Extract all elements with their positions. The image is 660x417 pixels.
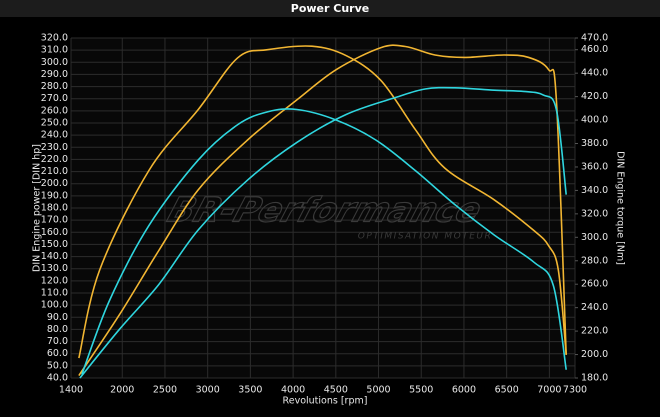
chart-title: Power Curve (291, 2, 369, 15)
y-tick-label: 200.0 (41, 178, 68, 189)
x-tick-label: 5000 (366, 385, 390, 396)
y-tick-label: 40.0 (47, 373, 68, 384)
y-axis-label: DIN Engine power [DIN hp] (32, 144, 43, 272)
grid (70, 37, 578, 379)
y-tick-label: 270.0 (41, 93, 68, 104)
y2-tick-label: 280.0 (581, 255, 608, 266)
x-tick-label: 5500 (409, 385, 433, 396)
y-tick-label: 210.0 (41, 166, 68, 177)
curve (78, 45, 567, 359)
y2-tick-label: 200.0 (581, 349, 608, 360)
x-tick-label: 4000 (281, 385, 305, 396)
y-tick-label: 120.0 (41, 275, 68, 286)
x-axis-label: Revolutions [rpm] (283, 396, 368, 407)
y-tick-label: 280.0 (41, 81, 68, 92)
y-tick-label: 50.0 (47, 360, 68, 371)
y-tick-label: 160.0 (41, 227, 68, 238)
y-tick-label: 220.0 (41, 154, 68, 165)
y-tick-label: 130.0 (41, 263, 68, 274)
y-tick-label: 250.0 (41, 118, 68, 129)
y2-tick-label: 470.0 (581, 33, 608, 44)
y-tick-label: 170.0 (41, 215, 68, 226)
y-tick-label: 260.0 (41, 105, 68, 116)
x-tick-label: 6500 (495, 385, 519, 396)
y-tick-label: 110.0 (41, 288, 68, 299)
x-tick-label: 3000 (196, 385, 220, 396)
y2-tick-label: 440.0 (581, 68, 608, 79)
header-bar (0, 0, 660, 17)
x-tick-label: 2500 (153, 385, 177, 396)
y2-tick-label: 400.0 (581, 115, 608, 126)
curve (79, 86, 567, 379)
y-tick-label: 240.0 (41, 130, 68, 141)
y-tick-label: 290.0 (41, 69, 68, 80)
x-tick-label: 4500 (324, 385, 348, 396)
x-tick-label: 6000 (452, 385, 476, 396)
y2-tick-label: 260.0 (581, 279, 608, 290)
y-tick-label: 140.0 (41, 251, 68, 262)
x-tick-label: 3500 (238, 385, 262, 396)
x-tick-label: 7300 (563, 385, 587, 396)
y-tick-label: 230.0 (41, 142, 68, 153)
lines (78, 44, 568, 379)
y-tick-label: 80.0 (47, 324, 68, 335)
watermark-subtitle: OPTIMISATION MOTEUR (358, 232, 493, 242)
x-tick-label: 7000 (537, 385, 561, 396)
y2-tick-label: 220.0 (581, 326, 608, 337)
y2-tick-label: 240.0 (581, 302, 608, 313)
y2-tick-label: 380.0 (581, 138, 608, 149)
y-tick-label: 70.0 (47, 336, 68, 347)
y2-tick-label: 360.0 (581, 161, 608, 172)
y2-tick-label: 300.0 (581, 232, 608, 243)
y-tick-label: 320.0 (41, 33, 68, 44)
y2-tick-label: 420.0 (581, 91, 608, 102)
curve (78, 44, 568, 377)
y-tick-label: 310.0 (41, 45, 68, 56)
y-tick-label: 300.0 (41, 57, 68, 68)
x-tick-label: 2000 (110, 385, 134, 396)
curve (81, 108, 567, 375)
y2-tick-label: 460.0 (581, 44, 608, 55)
y2-axis-label: DIN Engine torque [Nm] (615, 151, 626, 265)
y-tick-label: 190.0 (41, 190, 68, 201)
y2-tick-label: 320.0 (581, 208, 608, 219)
y-tick-label: 90.0 (47, 312, 68, 323)
watermark: BR-Performance (163, 192, 486, 231)
y-tick-label: 100.0 (41, 300, 68, 311)
y-tick-label: 180.0 (41, 203, 68, 214)
x-tick-label: 1400 (59, 385, 83, 396)
y2-tick-label: 180.0 (581, 373, 608, 384)
y-tick-label: 60.0 (47, 348, 68, 359)
y2-tick-label: 340.0 (581, 185, 608, 196)
y-tick-label: 150.0 (41, 239, 68, 250)
